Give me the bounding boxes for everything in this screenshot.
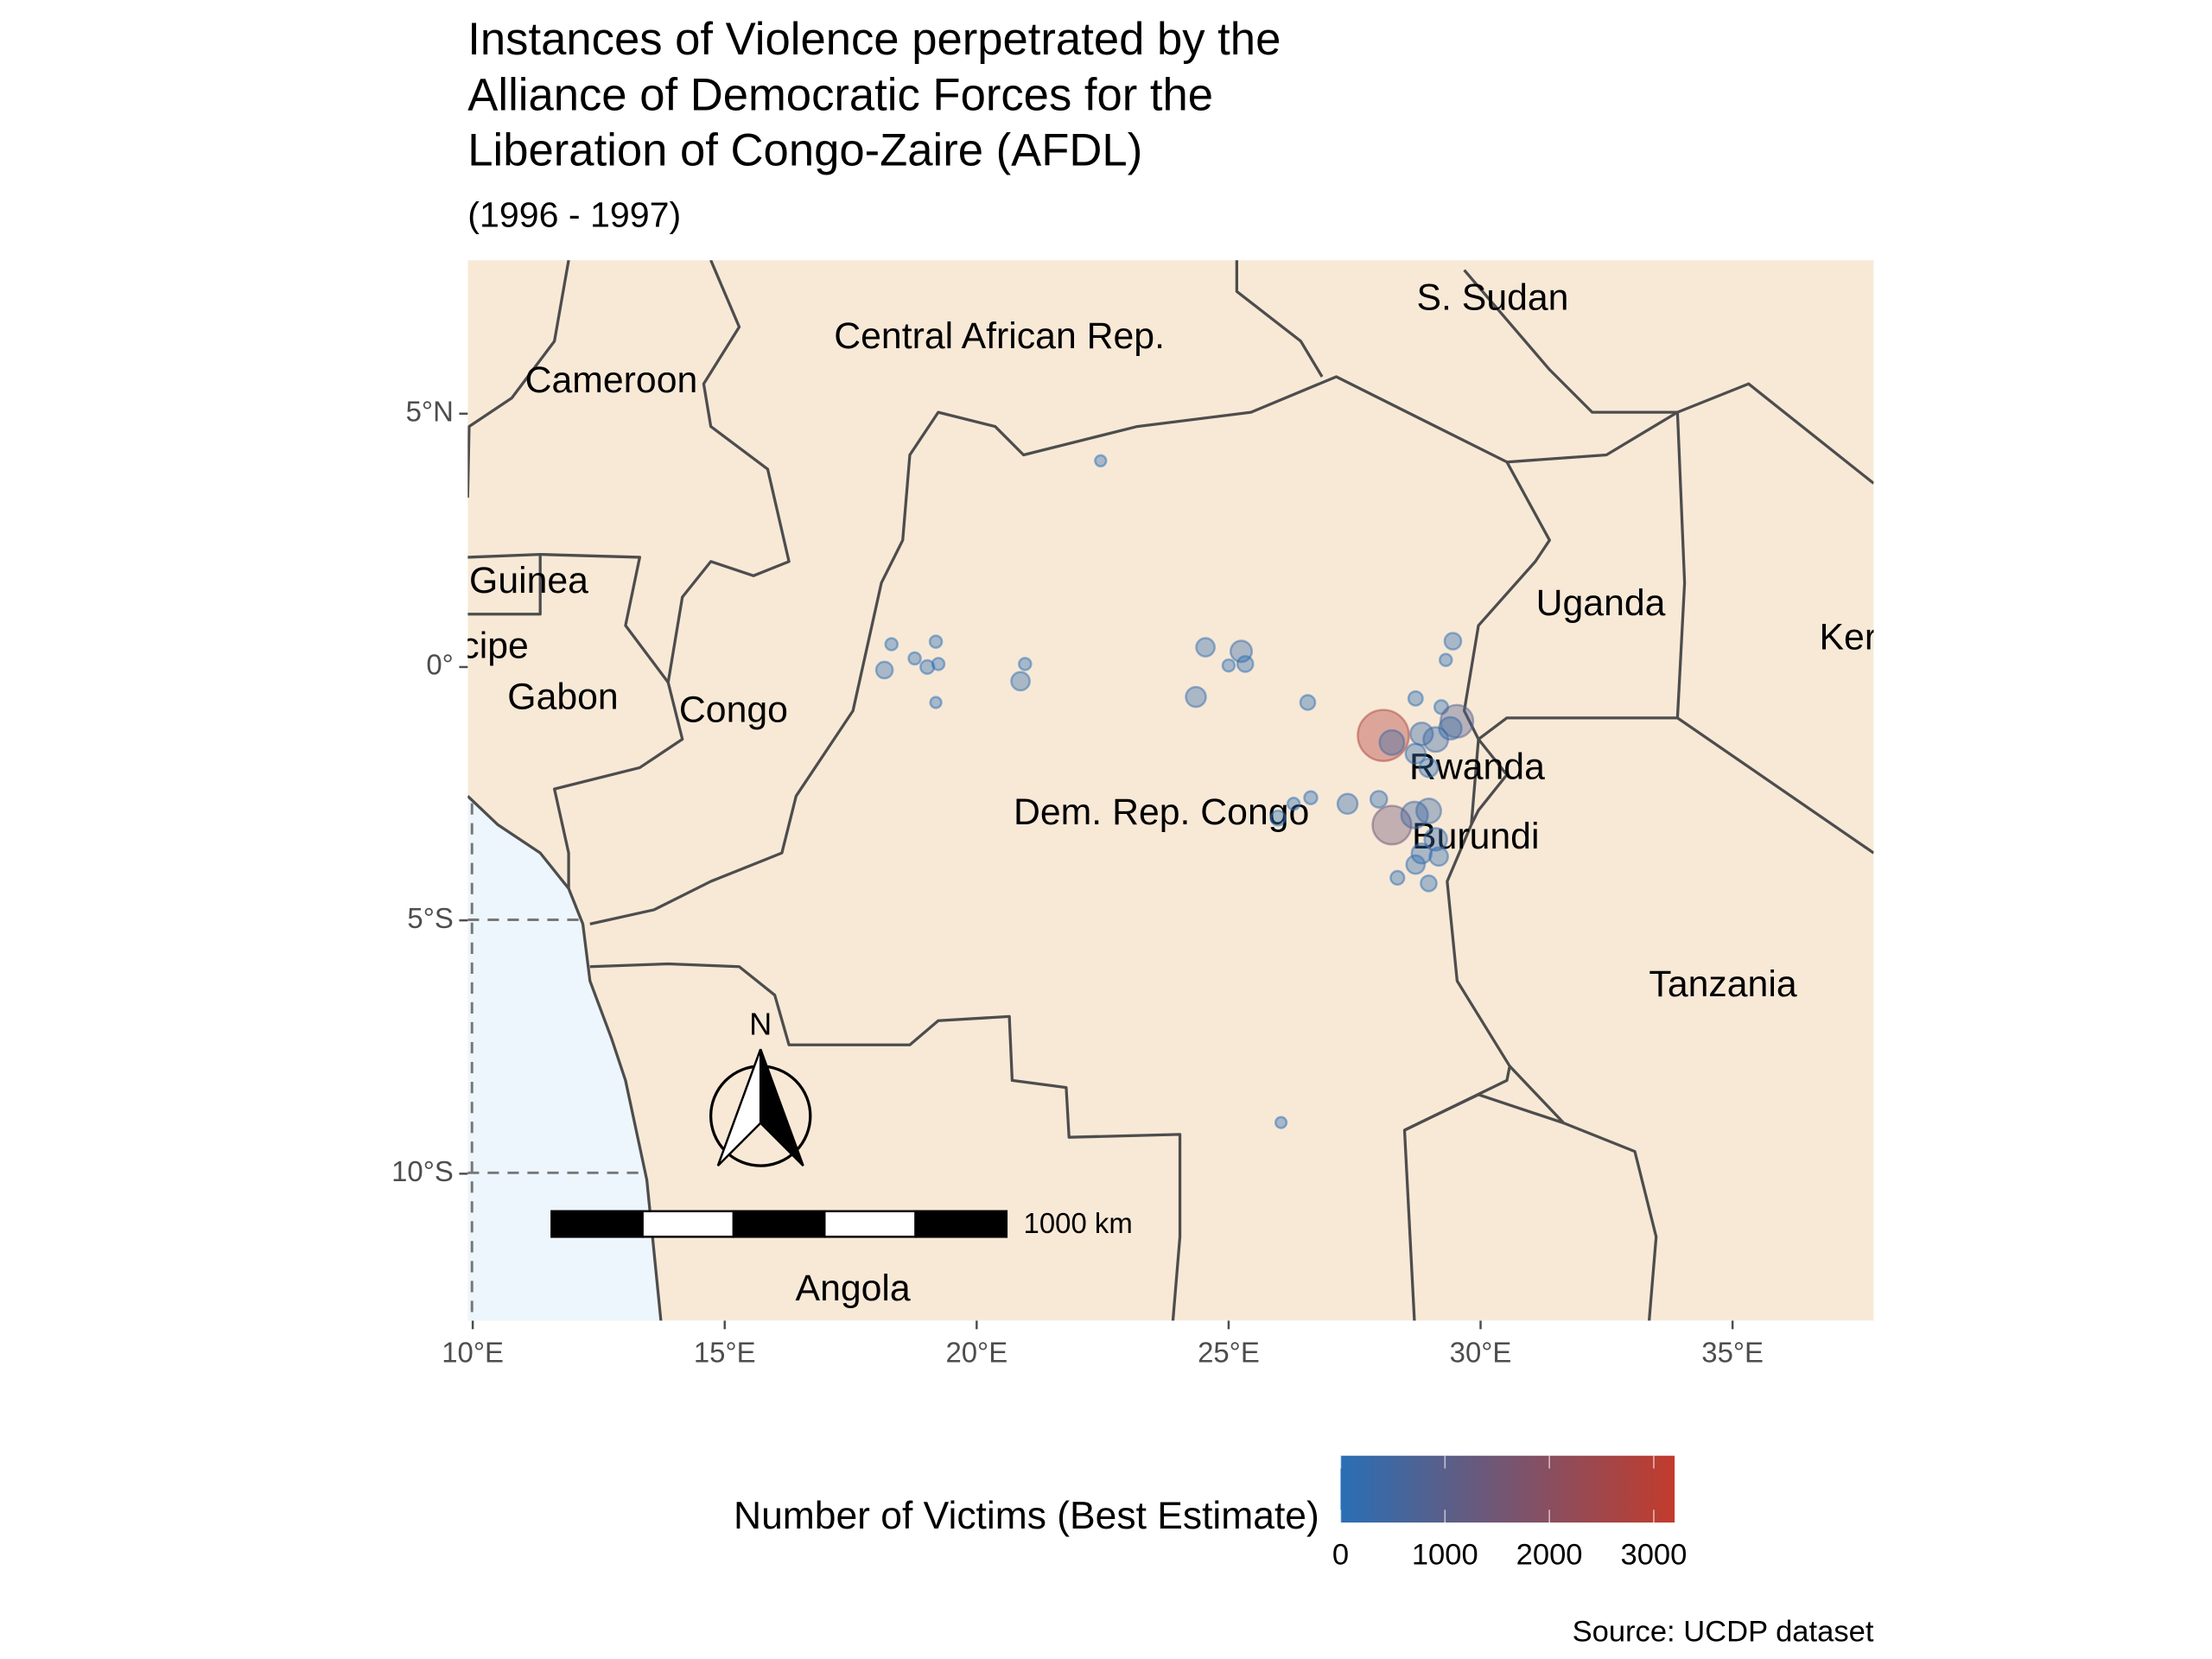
- point: [1357, 709, 1410, 762]
- scale-label: 1000 km: [1024, 1207, 1133, 1239]
- point: [907, 651, 922, 666]
- point: [1418, 757, 1440, 779]
- point: [928, 634, 944, 649]
- point: [1407, 690, 1424, 707]
- points: [874, 454, 1475, 1129]
- colorbar-label: 0: [1332, 1539, 1349, 1572]
- point: [1420, 874, 1438, 893]
- x-tick-label: 20°E: [945, 1337, 1007, 1369]
- ocean: [467, 796, 661, 1321]
- country-label: cipe: [461, 626, 528, 667]
- chart-title: Liberation of Congo-Zaire (AFDL): [467, 125, 1142, 176]
- scale-bar: 1000 km: [550, 1207, 1133, 1239]
- point: [1389, 869, 1406, 887]
- point: [1221, 658, 1236, 673]
- point: [1236, 655, 1255, 673]
- country-label: Ker: [1820, 617, 1878, 658]
- point: [1405, 854, 1427, 875]
- point: [1094, 454, 1108, 467]
- x-tick-label: 30°E: [1450, 1337, 1512, 1369]
- borders: [467, 260, 1874, 1321]
- chart-title: Alliance of Democratic Forces for the: [467, 69, 1213, 120]
- land: [467, 260, 1874, 1321]
- country-label: Tanzania: [1649, 963, 1796, 1005]
- colorbar-label: 1000: [1412, 1539, 1478, 1572]
- country-label: Uganda: [1536, 582, 1666, 624]
- point: [1269, 809, 1287, 827]
- y-tick-label: 5°N: [406, 395, 454, 427]
- colorbar-label: 2000: [1516, 1539, 1583, 1572]
- country-label: Cameroon: [525, 359, 698, 401]
- country-label: Rwanda: [1409, 746, 1545, 787]
- x-tick-label: 35°E: [1701, 1337, 1764, 1369]
- country-label: Dem. Rep. Congo: [1014, 791, 1309, 833]
- point: [1404, 742, 1427, 765]
- x-tick-label: 15°E: [694, 1337, 756, 1369]
- country-label: Angola: [796, 1268, 911, 1309]
- y-tick-label: 0°: [426, 649, 453, 681]
- colorbar: [1340, 1455, 1675, 1523]
- y-tick-label: 5°S: [407, 902, 453, 934]
- chart-subtitle: (1996 - 1997): [467, 195, 681, 235]
- axes: 10°E 15°E 20°E 25°E 30°E 35°E 5°N 0° 5°S 10°S: [391, 395, 1764, 1368]
- point: [884, 637, 899, 652]
- point: [1428, 846, 1449, 868]
- point: [1369, 790, 1389, 809]
- map: S. Sudan Central African Rep. Cameroon G…: [461, 260, 1878, 1321]
- country-label: S. Sudan: [1417, 276, 1569, 318]
- point: [929, 696, 943, 709]
- point: [1439, 652, 1453, 668]
- x-tick-label: 10°E: [442, 1337, 504, 1369]
- point: [874, 660, 894, 680]
- x-tick-label: 25°E: [1198, 1337, 1260, 1369]
- point: [1195, 637, 1216, 658]
- point: [1299, 694, 1317, 711]
- country-label: Gabon: [507, 677, 618, 718]
- point: [1443, 632, 1463, 651]
- legend: 0 1000 2000 3000: [1332, 1455, 1688, 1572]
- point: [1438, 715, 1463, 741]
- point: [1018, 657, 1033, 671]
- chart-title: Instances of Violence perpetrated by the: [467, 14, 1281, 65]
- point: [1410, 842, 1433, 865]
- point: [931, 657, 946, 671]
- north-label: N: [749, 1006, 772, 1041]
- point: [1303, 790, 1319, 805]
- y-tick-label: 10°S: [391, 1155, 454, 1187]
- point: [1336, 792, 1359, 816]
- graticule: [467, 803, 643, 1321]
- point: [1274, 1116, 1288, 1129]
- country-label: Central African Rep.: [834, 315, 1165, 357]
- point: [1414, 798, 1442, 824]
- point: [1423, 827, 1448, 852]
- point: [1185, 685, 1207, 709]
- point: [1010, 671, 1031, 692]
- colorbar-label: 3000: [1621, 1539, 1688, 1572]
- point: [1286, 797, 1301, 811]
- country-label: Guinea: [469, 560, 588, 601]
- caption: Source: UCDP dataset: [1573, 1616, 1874, 1649]
- point: [1378, 728, 1406, 756]
- legend-title: Number of Victims (Best Estimate): [734, 1495, 1319, 1537]
- country-label: Congo: [679, 690, 788, 731]
- north-arrow: N: [709, 1006, 812, 1167]
